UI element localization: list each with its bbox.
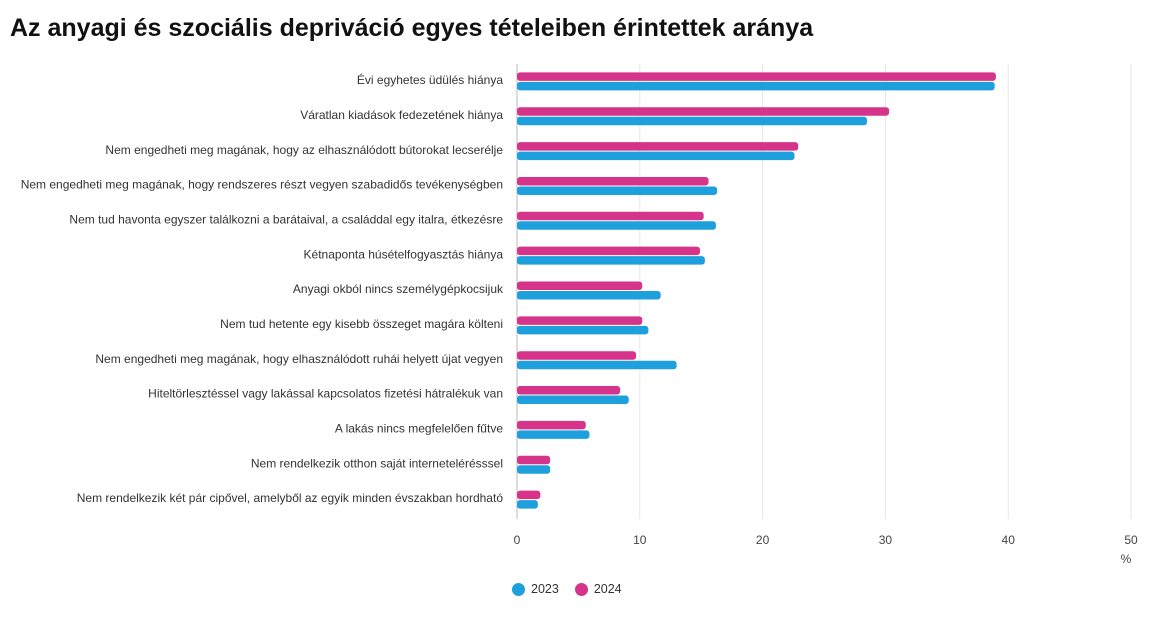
bar-2024 xyxy=(517,246,700,256)
chart-title: Az anyagi és szociális depriváció egyes … xyxy=(10,14,814,42)
bar-2024 xyxy=(517,107,890,116)
bar-2024 xyxy=(517,351,637,360)
legend-item-2023[interactable]: 2023 xyxy=(512,582,559,596)
bar-2023 xyxy=(517,291,661,300)
legend-item-2024[interactable]: 2024 xyxy=(574,582,622,596)
legend-swatch-2023 xyxy=(512,582,525,596)
bar-2023 xyxy=(517,116,867,126)
category-label: A lakás nincs megfelelően fűtve xyxy=(335,422,503,436)
x-tick-label-40: 40 xyxy=(1002,533,1016,547)
category-label: Nem tud havonta egyszer találkozni a bar… xyxy=(69,212,503,226)
legend-label-2023: 2023 xyxy=(531,582,559,596)
bar-2024 xyxy=(517,455,551,465)
legend-label-2024: 2024 xyxy=(593,582,622,596)
category-label: Nem rendelkezik otthon saját internetelé… xyxy=(251,456,503,470)
bar-2023 xyxy=(517,430,590,439)
bar-2024 xyxy=(517,386,621,395)
bar-2023 xyxy=(517,256,705,265)
bar-2023 xyxy=(517,151,795,161)
category-label: Nem engedheti meg magának, hogy elhaszná… xyxy=(95,352,503,366)
bar-2024 xyxy=(517,176,709,186)
x-tick-label-30: 30 xyxy=(879,533,893,547)
category-label: Nem engedheti meg magának, hogy rendszer… xyxy=(21,178,503,192)
bar-2024 xyxy=(517,420,586,430)
x-tick-label-50: 50 xyxy=(1124,533,1138,547)
bar-2024 xyxy=(517,316,643,325)
category-label: Anyagi okból nincs személygépkocsijuk xyxy=(293,282,504,296)
category-label: Nem engedheti meg magának, hogy az elhas… xyxy=(105,143,503,157)
bar-2023 xyxy=(517,465,551,474)
bar-2024 xyxy=(517,211,704,221)
category-label: Nem rendelkezik két pár cipővel, amelybő… xyxy=(77,491,504,505)
category-label: Nem tud hetente egy kisebb összeget magá… xyxy=(220,317,503,331)
x-axis-unit: % xyxy=(1121,552,1132,566)
bar-2023 xyxy=(517,500,538,509)
legend-swatch-2024 xyxy=(574,582,588,596)
bar-2024 xyxy=(517,490,541,500)
x-tick-label-10: 10 xyxy=(633,533,647,547)
bar-2023 xyxy=(517,221,716,230)
bar-2024 xyxy=(517,72,996,81)
x-tick-label-20: 20 xyxy=(756,533,770,547)
category-label: Kétnaponta húsételfogyasztás hiánya xyxy=(304,247,504,261)
bar-2023 xyxy=(517,395,629,405)
bar-2023 xyxy=(517,81,995,91)
x-tick-label-0: 0 xyxy=(514,533,521,547)
category-label: Évi egyhetes üdülés hiánya xyxy=(357,72,503,87)
category-label: Hiteltörlesztéssel vagy lakással kapcsol… xyxy=(148,387,503,401)
bar-2024 xyxy=(517,142,799,151)
bar-2023 xyxy=(517,186,718,195)
category-label: Váratlan kiadások fedezetének hiánya xyxy=(300,108,503,122)
chart-legend: 2023 2024 xyxy=(512,582,622,596)
bar-2023 xyxy=(517,360,677,370)
bar-2023 xyxy=(517,325,649,335)
bar-2024 xyxy=(517,281,643,290)
